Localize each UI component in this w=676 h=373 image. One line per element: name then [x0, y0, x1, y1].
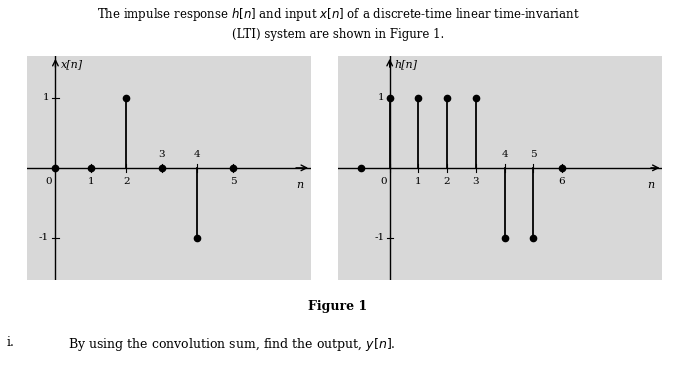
- Text: 3: 3: [473, 177, 479, 186]
- Text: n: n: [296, 181, 304, 191]
- Text: (LTI) system are shown in Figure 1.: (LTI) system are shown in Figure 1.: [232, 28, 444, 41]
- Text: 6: 6: [558, 177, 565, 186]
- Text: 4: 4: [194, 150, 201, 160]
- Text: -1: -1: [39, 233, 49, 242]
- Text: 0: 0: [380, 177, 387, 186]
- Text: -1: -1: [375, 233, 385, 242]
- Text: Figure 1: Figure 1: [308, 300, 368, 313]
- Text: 2: 2: [444, 177, 450, 186]
- Text: 1: 1: [88, 177, 94, 186]
- Text: 0: 0: [45, 177, 52, 186]
- Text: By using the convolution sum, find the output, $y[n]$.: By using the convolution sum, find the o…: [68, 336, 395, 353]
- Text: x[n]: x[n]: [61, 59, 83, 69]
- Text: 2: 2: [123, 177, 130, 186]
- Text: 1: 1: [43, 93, 49, 103]
- Text: The impulse response $h[n]$ and input $x[n]$ of a discrete-time linear time-inva: The impulse response $h[n]$ and input $x…: [97, 6, 579, 23]
- Text: 4: 4: [501, 150, 508, 160]
- Text: 5: 5: [230, 177, 236, 186]
- Text: 3: 3: [159, 150, 165, 160]
- Text: 1: 1: [378, 93, 385, 103]
- Text: 1: 1: [415, 177, 422, 186]
- Text: i.: i.: [7, 336, 15, 349]
- Text: 5: 5: [530, 150, 537, 160]
- Text: n: n: [647, 181, 654, 191]
- Text: h[n]: h[n]: [394, 59, 417, 69]
